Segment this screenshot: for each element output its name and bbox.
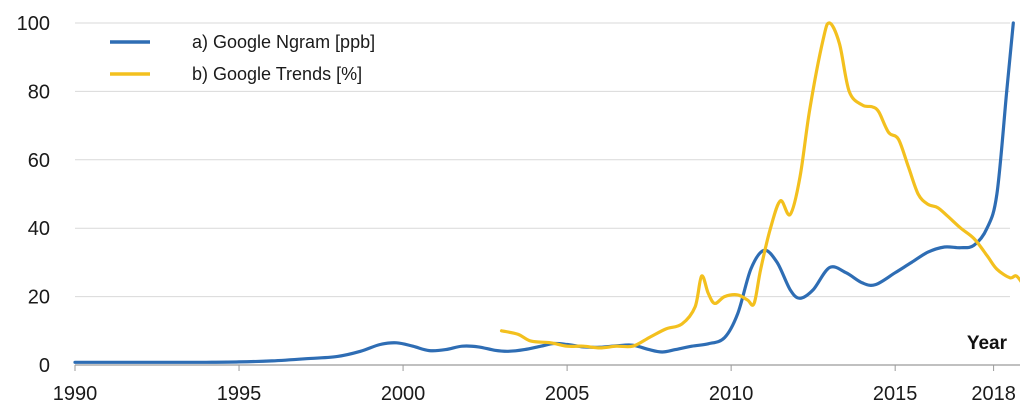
x-tick-label: 2010 [709,383,754,405]
gridlines [75,22,1010,298]
y-tick-label: 0 [39,355,50,377]
x-axis-title: Year [967,333,1008,354]
y-tick-label: 100 [17,13,50,35]
x-tick-label: 2015 [873,383,918,405]
y-tick-label: 20 [28,287,50,309]
legend-label: b) Google Trends [%] [192,64,362,84]
x-tick-label: 1990 [53,383,98,405]
y-tick-label: 60 [28,150,50,172]
series-line-ngram [73,21,1015,364]
x-axis-ticks: 1990 1995 2000 2005 2010 2015 2018 [53,365,1016,405]
y-tick-label: 80 [28,81,50,103]
legend: a) Google Ngram [ppb] b) Google Trends [%… [110,32,375,84]
series-line-trends [499,21,1020,350]
legend-label: a) Google Ngram [ppb] [192,32,375,52]
x-tick-label: 2018 [971,383,1016,405]
x-tick-label: 1995 [217,383,262,405]
y-axis-ticks: 0 20 40 60 80 100 [17,13,50,377]
series-lines [73,21,1020,364]
x-tick-label: 2005 [545,383,590,405]
x-tick-label: 2000 [381,383,426,405]
y-tick-label: 40 [28,218,50,240]
